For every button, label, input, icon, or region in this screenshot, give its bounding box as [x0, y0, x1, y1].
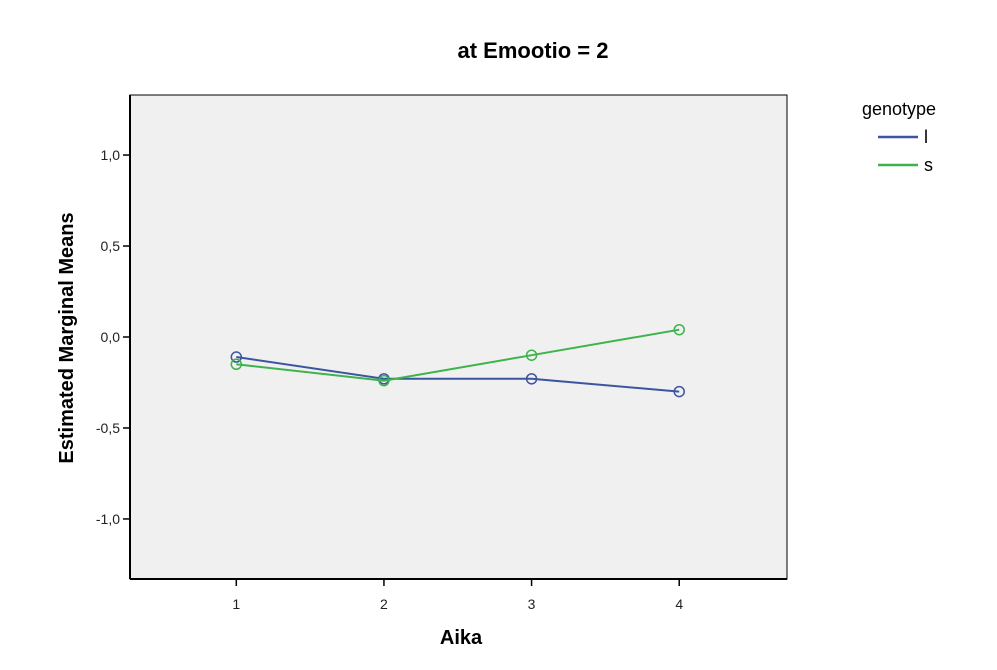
x-axis-title: Aika: [440, 627, 483, 649]
legend-label-l: l: [924, 127, 928, 147]
y-tick-label: 1,0: [101, 147, 121, 163]
y-tick-label: -0,5: [96, 420, 120, 436]
x-tick-label: 3: [528, 596, 536, 612]
chart-title: at Emootio = 2: [458, 38, 609, 63]
x-tick-label: 1: [232, 596, 240, 612]
y-axis-title: Estimated Marginal Means: [56, 212, 78, 463]
y-tick-label: 0,0: [101, 329, 121, 345]
y-tick-label: -1,0: [96, 511, 120, 527]
x-tick-label: 4: [675, 596, 683, 612]
series-line-l: [236, 356, 680, 393]
data-point-s: [673, 323, 685, 336]
legend-label-s: s: [924, 155, 933, 175]
x-axis: 1 2 3 4: [130, 578, 787, 612]
y-axis: 1,0 0,5 0,0 -0,5 -1,0: [96, 95, 131, 579]
plot-area: [129, 94, 788, 580]
data-point-l: [673, 385, 685, 398]
data-point-l: [230, 351, 243, 363]
legend: genotype ls: [862, 99, 936, 175]
legend-title: genotype: [862, 99, 936, 119]
data-point-s: [525, 349, 538, 361]
data-point-s: [230, 358, 243, 371]
data-point-s: [378, 374, 390, 387]
data-point-l: [525, 373, 538, 385]
x-tick-label: 2: [380, 596, 388, 612]
series-line-s: [236, 328, 680, 382]
y-tick-label: 0,5: [101, 238, 121, 254]
series-layer: [230, 323, 685, 398]
